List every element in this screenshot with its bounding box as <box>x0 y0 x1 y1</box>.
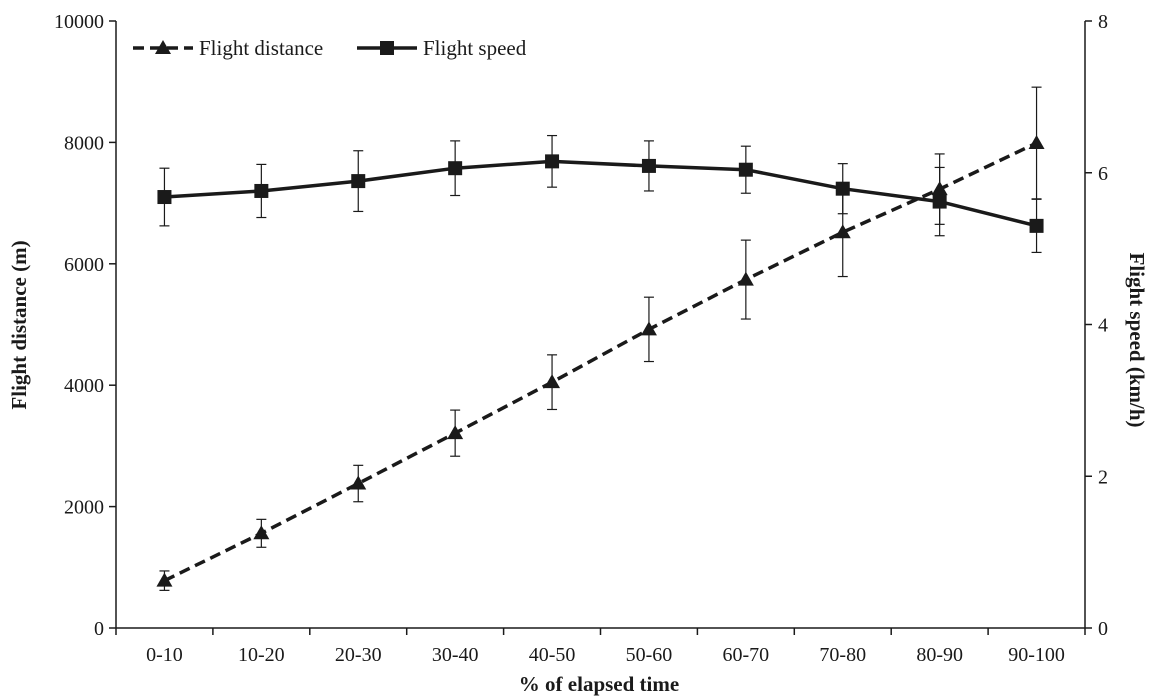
y2-tick-label: 8 <box>1098 11 1108 33</box>
y2-tick-label: 6 <box>1098 163 1108 185</box>
y2-axis-title: Flight speed (km/h) <box>1125 252 1149 427</box>
series-line <box>163 141 1038 583</box>
data-point <box>640 321 657 336</box>
data-point <box>738 162 753 177</box>
series-line <box>164 159 1037 228</box>
legend-swatch-marker <box>380 41 394 55</box>
series-layer <box>156 86 1045 591</box>
data-point <box>156 572 173 587</box>
y-tick-label: 8000 <box>64 132 104 154</box>
data-point <box>1028 135 1045 150</box>
data-point <box>254 183 269 198</box>
data-point <box>834 224 851 239</box>
data-point <box>157 190 172 205</box>
x-tick-label: 10-20 <box>238 644 285 666</box>
y2-tick-label: 2 <box>1098 466 1108 488</box>
y-tick-label: 10000 <box>54 11 104 33</box>
x-tick-label: 0-10 <box>146 644 183 666</box>
legend-swatch-marker <box>155 40 171 54</box>
data-point <box>448 161 463 176</box>
y-tick-label: 2000 <box>64 497 104 519</box>
x-tick-label: 30-40 <box>432 644 479 666</box>
x-tick-label: 50-60 <box>626 644 673 666</box>
data-point <box>641 158 656 173</box>
x-tick-label: 70-80 <box>819 644 866 666</box>
legend-item: Flight speed <box>357 36 527 60</box>
data-point <box>737 271 754 286</box>
legend-label: Flight distance <box>199 36 323 60</box>
data-point <box>835 181 850 196</box>
y2-tick-label: 0 <box>1098 618 1108 640</box>
legend: Flight distance Flight speed <box>133 36 527 60</box>
x-tick-label: 20-30 <box>335 644 382 666</box>
data-point <box>932 194 947 209</box>
legend-label: Flight speed <box>423 36 527 60</box>
x-tick-label: 90-100 <box>1008 644 1065 666</box>
x-tick-label: 40-50 <box>529 644 576 666</box>
y-tick-label: 0 <box>94 618 104 640</box>
data-point <box>1029 218 1044 233</box>
data-point <box>351 174 366 189</box>
data-point <box>253 525 270 540</box>
series-square <box>157 134 1044 254</box>
y-axis-title: Flight distance (m) <box>7 240 31 409</box>
axes: 0 2000 4000 6000 8000 10000 0 2 4 6 8 0-10 10-20 20-3… <box>54 11 1108 666</box>
y-tick-label: 4000 <box>64 375 104 397</box>
x-axis-title: % of elapsed time <box>519 672 679 696</box>
data-point <box>350 475 367 490</box>
data-point <box>447 425 464 440</box>
x-tick-label: 60-70 <box>723 644 770 666</box>
data-point <box>544 374 561 389</box>
x-tick-label: 80-90 <box>916 644 963 666</box>
y-tick-label: 6000 <box>64 254 104 276</box>
data-point <box>545 154 560 169</box>
legend-item: Flight distance <box>133 36 323 60</box>
y2-tick-label: 4 <box>1098 315 1108 337</box>
series-triangle <box>156 86 1045 591</box>
